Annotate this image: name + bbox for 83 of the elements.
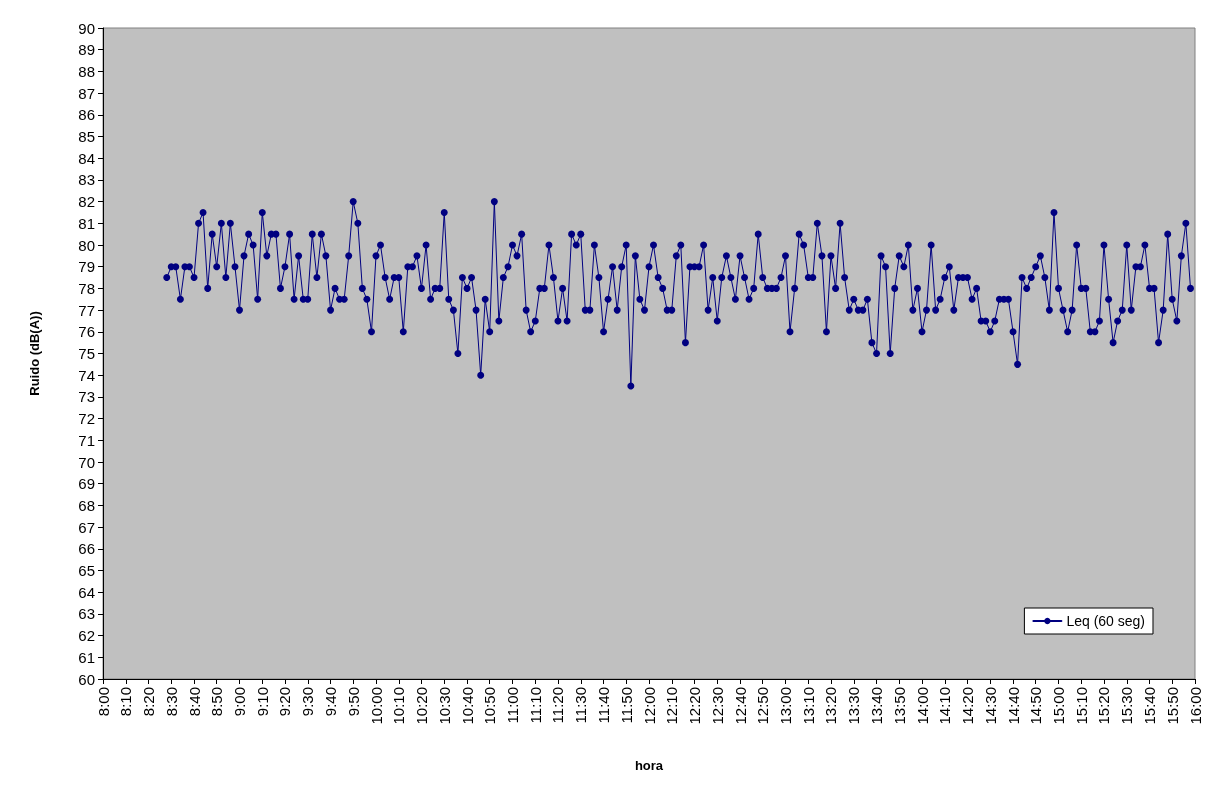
y-tick-label: 61	[78, 648, 95, 666]
x-tick-label: 13:20	[822, 687, 840, 725]
x-tick-label: 10:20	[412, 687, 430, 725]
x-tick-label: 15:50	[1163, 687, 1181, 725]
x-tick-label: 10:40	[458, 687, 476, 725]
x-tick-label: 15:30	[1118, 687, 1136, 725]
y-tick-label: 60	[78, 670, 95, 688]
y-tick-label: 62	[78, 627, 95, 645]
y-tick-label: 86	[78, 106, 95, 124]
y-tick-label: 63	[78, 605, 95, 623]
y-tick-label: 73	[78, 388, 95, 406]
x-tick-label: 8:20	[139, 687, 157, 717]
x-tick-label: 10:50	[481, 687, 499, 725]
y-tick-label: 90	[78, 19, 95, 37]
x-axis-title: hora	[634, 758, 664, 773]
x-tick-label: 11:30	[572, 687, 590, 724]
x-tick-label: 8:30	[162, 687, 180, 717]
y-tick-label: 74	[78, 366, 95, 384]
y-tick-label: 89	[78, 41, 95, 59]
x-tick-label: 8:10	[117, 687, 135, 717]
x-tick-label: 11:40	[595, 687, 613, 724]
y-tick-label: 79	[78, 258, 95, 276]
x-tick-label: 15:00	[1050, 687, 1067, 725]
y-tick-label: 88	[78, 62, 95, 80]
y-tick-label: 81	[78, 214, 95, 232]
x-tick-label: 9:40	[322, 687, 340, 717]
x-tick-label: 13:30	[845, 687, 863, 725]
x-tick-label: 8:50	[208, 687, 226, 717]
x-tick-label: 11:00	[504, 687, 521, 724]
y-tick-label: 75	[78, 345, 95, 362]
x-tick-label: 15:10	[1072, 687, 1090, 725]
x-tick-label: 13:40	[868, 687, 886, 725]
x-tick-label: 14:50	[1027, 687, 1045, 725]
x-tick-label: 9:00	[231, 687, 248, 717]
x-tick-label: 10:00	[367, 687, 385, 725]
x-tick-label: 9:30	[299, 687, 317, 717]
y-axis-title: Ruido (dB(A))	[27, 311, 42, 396]
legend-label: Leq (60 seg)	[1066, 613, 1145, 629]
y-tick-label: 64	[78, 583, 95, 601]
y-tick-label: 65	[78, 562, 95, 579]
x-tick-label: 15:40	[1141, 687, 1159, 725]
x-tick-label: 11:20	[549, 687, 567, 724]
x-tick-label: 9:50	[344, 687, 362, 717]
y-tick-label: 69	[78, 475, 95, 493]
x-tick-label: 11:10	[526, 687, 544, 724]
x-tick-label: 14:20	[958, 687, 976, 725]
x-tick-label: 11:50	[617, 687, 635, 724]
y-tick-label: 67	[78, 518, 95, 536]
x-tick-label: 9:10	[253, 687, 271, 717]
y-tick-label: 66	[78, 540, 95, 558]
x-tick-label: 14:40	[1004, 687, 1022, 725]
x-tick-label: 15:20	[1095, 687, 1113, 725]
x-tick-label: 8:00	[94, 687, 112, 717]
y-tick-label: 71	[78, 431, 95, 449]
x-tick-label: 12:30	[708, 687, 726, 725]
y-tick-label: 83	[78, 171, 95, 189]
y-tick-label: 85	[78, 128, 95, 145]
x-tick-label: 13:00	[777, 687, 794, 725]
x-tick-label: 13:10	[799, 687, 817, 725]
x-tick-label: 10:10	[390, 687, 408, 725]
x-tick-label: 9:20	[276, 687, 294, 717]
y-tick-label: 70	[78, 453, 95, 471]
y-tick-label: 68	[78, 496, 95, 514]
x-tick-label: 14:10	[936, 687, 954, 725]
x-tick-label: 10:30	[435, 687, 453, 725]
x-tick-label: 14:00	[913, 687, 931, 725]
x-tick-label: 16:00	[1186, 687, 1204, 725]
x-tick-label: 14:30	[981, 687, 999, 725]
x-tick-label: 12:40	[731, 687, 749, 725]
x-tick-label: 8:40	[185, 687, 203, 717]
y-tick-label: 76	[78, 323, 95, 341]
y-tick-label: 72	[78, 410, 95, 428]
x-tick-label: 12:50	[754, 687, 772, 725]
y-tick-label: 78	[78, 279, 95, 297]
x-tick-label: 12:10	[663, 687, 681, 725]
y-tick-label: 87	[78, 84, 95, 102]
y-tick-label: 84	[78, 149, 95, 167]
y-tick-label: 82	[78, 193, 95, 211]
y-tick-label: 80	[78, 236, 95, 254]
x-tick-label: 12:00	[640, 687, 658, 725]
x-tick-label: 13:50	[890, 687, 908, 725]
y-tick-label: 77	[78, 301, 95, 319]
x-tick-label: 12:20	[685, 687, 703, 725]
